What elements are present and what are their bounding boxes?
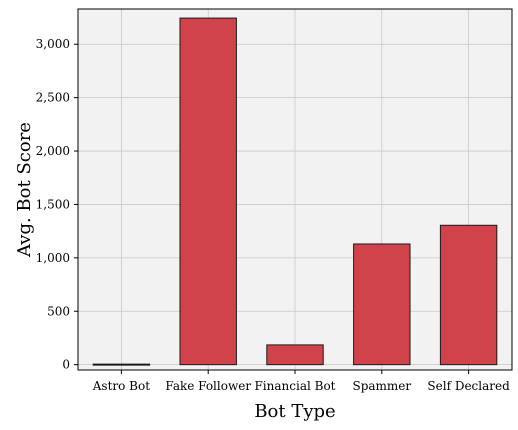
y-tick-label-3: 1,500 [36,197,70,211]
x-axis-label: Bot Type [254,401,335,422]
y-tick-label-0: 0 [62,358,70,372]
y-tick-label-2: 1,000 [36,251,70,265]
bar-1 [179,17,237,366]
x-tick-label-1: Fake Follower [165,379,251,393]
x-tick-label-0: Astro Bot [92,379,150,393]
bar-3 [353,243,411,366]
y-tick-label-1: 500 [47,304,70,318]
bars [92,17,498,366]
y-tick-label-5: 2,500 [36,91,70,105]
bar-2 [266,344,324,366]
x-tick-label-2: Financial Bot [254,379,335,393]
x-axis-ticks: Astro Bot Fake Follower Financial Bot Spamm… [92,370,510,393]
x-tick-label-3: Spammer [352,379,411,393]
y-tick-label-4: 2,000 [36,144,70,158]
y-axis-label: Avg. Bot Score [14,122,35,258]
bar-0 [92,363,151,366]
y-axis-ticks: 0 500 1,000 1,500 2,000 2,500 3,000 [36,37,78,372]
y-tick-label-6: 3,000 [36,37,70,51]
x-tick-label-4: Self Declared [427,379,510,393]
bar-4 [439,224,498,366]
